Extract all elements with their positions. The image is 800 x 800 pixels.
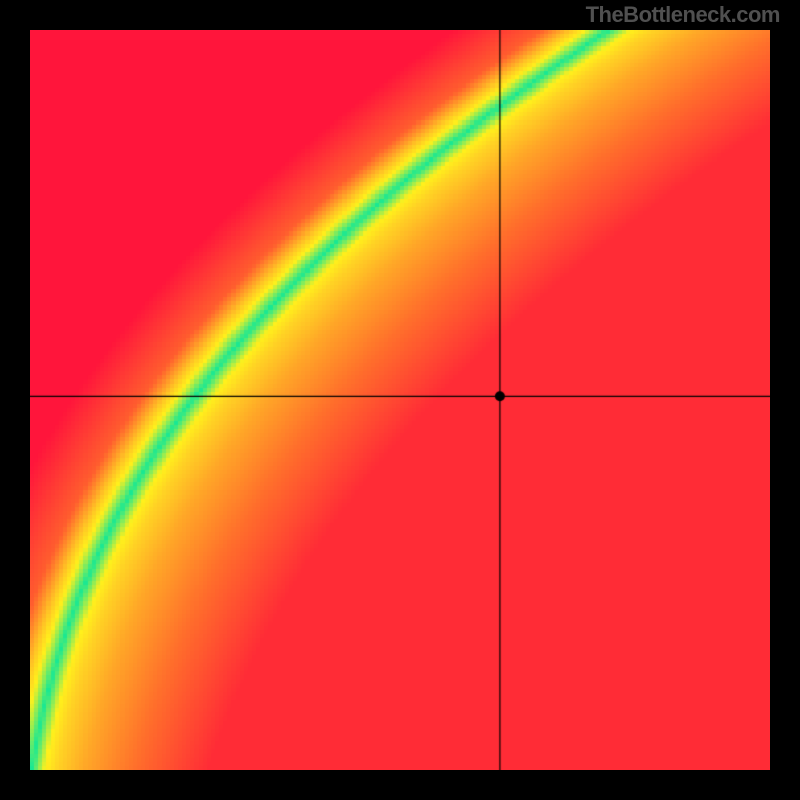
attribution-text: TheBottleneck.com (586, 2, 780, 28)
heatmap-plot (30, 30, 770, 770)
chart-frame: TheBottleneck.com (0, 0, 800, 800)
heatmap-canvas (30, 30, 770, 770)
